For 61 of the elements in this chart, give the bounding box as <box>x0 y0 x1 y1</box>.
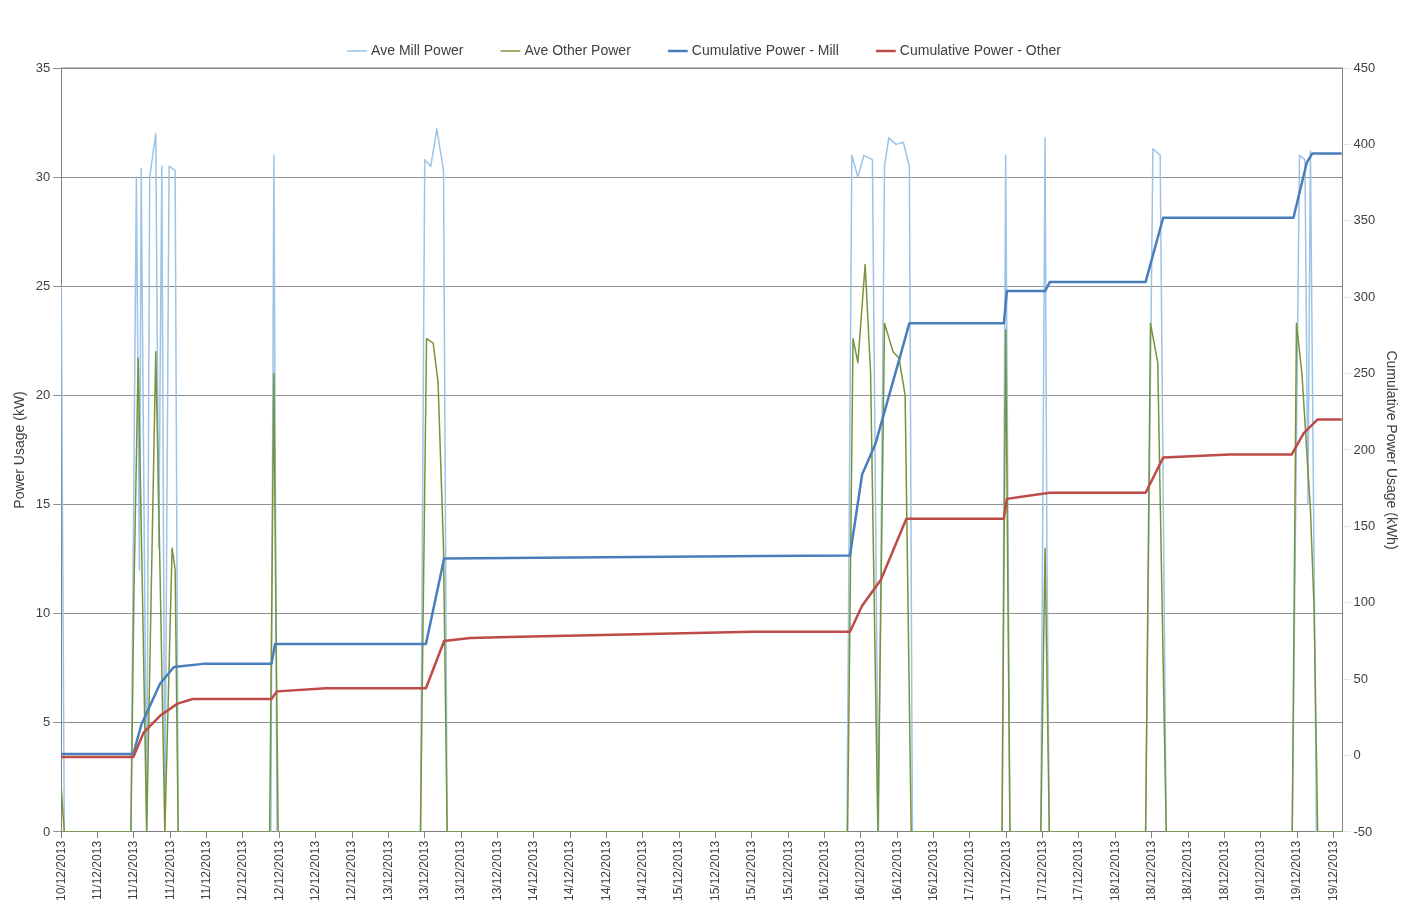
x-tick-label: 14/12/2013 <box>635 840 650 901</box>
x-tick-label: 14/12/2013 <box>598 840 613 901</box>
x-tick-label: 18/12/2013 <box>1180 840 1195 901</box>
y2-tick-label: 0 <box>1353 747 1361 763</box>
y-tick-label: 15 <box>35 496 51 512</box>
x-tick-label: 14/12/2013 <box>526 840 541 901</box>
x-tick-label: 15/12/2013 <box>744 840 759 901</box>
x-tick-label: 11/12/2013 <box>162 840 177 901</box>
y2-axis-title: Cumulative Power Usage (kWh) <box>1383 350 1400 550</box>
x-tick-label: 18/12/2013 <box>1107 840 1122 901</box>
x-tick-label: 14/12/2013 <box>562 840 577 901</box>
x-tick-label: 12/12/2013 <box>344 840 359 901</box>
legend-label: Ave Mill Power <box>371 41 464 58</box>
y2-tick-label: 400 <box>1353 135 1376 151</box>
x-tick-label: 16/12/2013 <box>816 840 831 901</box>
x-tick-label: 12/12/2013 <box>235 840 250 901</box>
x-tick-label: 13/12/2013 <box>380 840 395 901</box>
legend-label: Cumulative Power - Other <box>899 41 1062 58</box>
y-axis-title: Power Usage (kW) <box>11 391 28 509</box>
x-tick-label: 17/12/2013 <box>1071 840 1086 901</box>
y2-tick-label: 450 <box>1353 59 1376 75</box>
y-tick-label: 10 <box>35 605 51 621</box>
x-tick-label: 15/12/2013 <box>671 840 686 901</box>
y-tick-label: 0 <box>43 823 51 839</box>
x-tick-label: 11/12/2013 <box>126 840 141 901</box>
y-tick-label: 20 <box>35 386 51 402</box>
x-tick-label: 16/12/2013 <box>853 840 868 901</box>
y2-tick-label: 50 <box>1353 670 1368 686</box>
x-tick-label: 19/12/2013 <box>1289 840 1304 901</box>
x-tick-label: 13/12/2013 <box>453 840 468 901</box>
x-tick-label: 16/12/2013 <box>925 840 940 901</box>
x-tick-label: 18/12/2013 <box>1144 840 1158 901</box>
x-tick-label: 13/12/2013 <box>417 840 432 901</box>
y2-tick-label: 100 <box>1353 594 1376 610</box>
legend-label: Ave Other Power <box>524 41 632 58</box>
x-tick-label: 12/12/2013 <box>308 840 323 901</box>
x-tick-label: 19/12/2013 <box>1253 840 1268 901</box>
legend-label: Cumulative Power - Mill <box>691 41 839 58</box>
x-tick-label: 13/12/2013 <box>489 840 504 901</box>
y2-tick-label: -50 <box>1353 823 1373 839</box>
y-tick-label: 30 <box>35 168 51 184</box>
x-tick-label: 15/12/2013 <box>780 840 795 901</box>
x-tick-label: 17/12/2013 <box>1034 840 1049 901</box>
y-tick-label: 5 <box>43 714 51 730</box>
x-tick-label: 11/12/2013 <box>198 840 213 901</box>
y-tick-label: 25 <box>35 277 51 293</box>
y2-tick-label: 300 <box>1353 288 1376 304</box>
x-tick-label: 12/12/2013 <box>271 840 286 901</box>
y2-tick-label: 250 <box>1353 365 1376 381</box>
x-tick-label: 17/12/2013 <box>998 840 1013 901</box>
x-tick-label: 19/12/2013 <box>1325 840 1340 901</box>
y2-tick-label: 350 <box>1353 212 1376 228</box>
x-tick-label: 11/12/2013 <box>89 840 104 901</box>
x-tick-label: 18/12/2013 <box>1216 840 1231 901</box>
y2-tick-label: 200 <box>1353 441 1376 457</box>
x-tick-label: 17/12/2013 <box>962 840 977 901</box>
y-tick-label: 35 <box>35 59 51 75</box>
x-tick-label: 16/12/2013 <box>889 840 904 901</box>
x-tick-label: 15/12/2013 <box>707 840 722 901</box>
x-tick-label: 10/12/2013 <box>53 840 68 901</box>
y2-tick-label: 150 <box>1353 517 1376 533</box>
